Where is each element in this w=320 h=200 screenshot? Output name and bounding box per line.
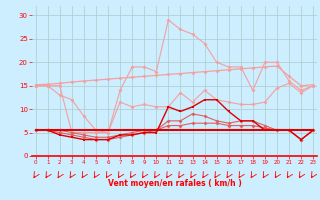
X-axis label: Vent moyen/en rafales ( km/h ): Vent moyen/en rafales ( km/h ) (108, 179, 241, 188)
